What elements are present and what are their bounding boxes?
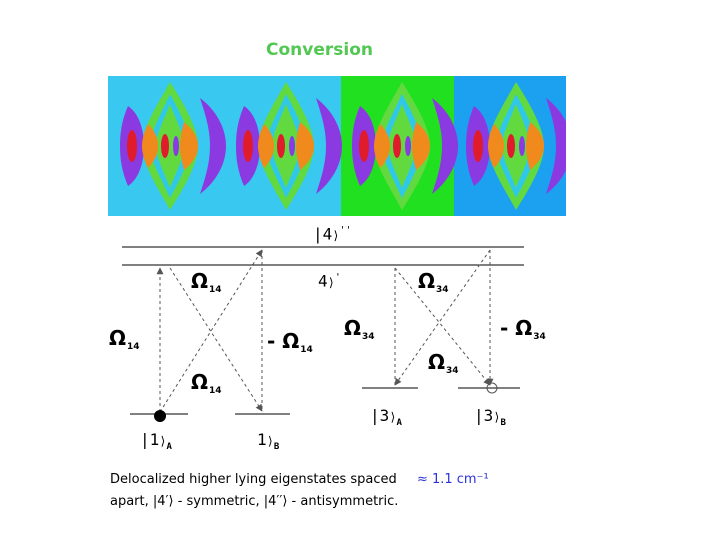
label-state-1B: 1⟩B bbox=[257, 430, 280, 452]
label-state-3A: |3⟩A bbox=[370, 406, 402, 428]
caption-line-2: apart, |4′⟩ - symmetric, |4′′⟩ - antisym… bbox=[110, 494, 399, 509]
arrow-4p-to-1B bbox=[169, 267, 263, 412]
arrow-right-4p-to-3A-diag bbox=[394, 267, 491, 386]
coupling-omega14-top: Ω14 bbox=[191, 269, 222, 295]
label-state-4pp: |4⟩'' bbox=[313, 224, 352, 244]
coupling-omega14-cross: Ω14 bbox=[191, 370, 222, 396]
coupling-minus-omega14: - Ω14 bbox=[267, 329, 313, 355]
coupling-omega34-cross: Ω34 bbox=[428, 350, 459, 376]
caption-line-1: Delocalized higher lying eigenstates spa… bbox=[110, 472, 489, 487]
coupling-omega34-top: Ω34 bbox=[418, 269, 449, 295]
coupling-omega14-side: Ω14 bbox=[109, 326, 140, 352]
caption-spacing-value: ≈ 1.1 cm⁻¹ bbox=[416, 472, 489, 487]
diagram-title: Conversion bbox=[266, 40, 373, 60]
population-dot-1A bbox=[154, 410, 166, 422]
label-state-1A: |1⟩A bbox=[140, 430, 172, 452]
coupling-omega34-side: Ω34 bbox=[344, 316, 375, 342]
arrow-1A-to-4pp bbox=[159, 249, 263, 413]
population-ring-3B bbox=[486, 382, 498, 394]
coupling-minus-omega34: - Ω34 bbox=[500, 316, 546, 342]
label-state-4p: 4⟩' bbox=[318, 271, 341, 291]
wavefunction-contour-panels bbox=[108, 76, 566, 216]
label-state-3B: |3⟩B bbox=[474, 406, 506, 428]
